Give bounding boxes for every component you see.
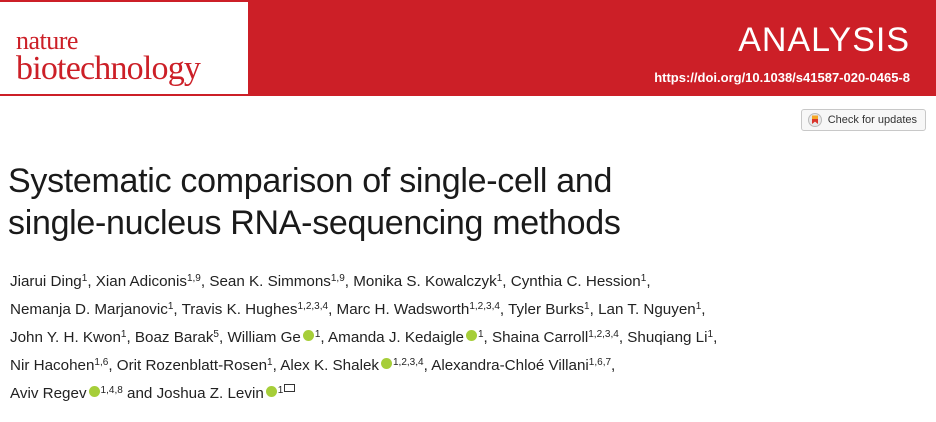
title-line-1: Systematic comparison of single-cell and <box>8 162 613 200</box>
author-affiliation: 1 <box>167 301 174 312</box>
author-list: Jiarui Ding1, Xian Adiconis1,9, Sean K. … <box>10 268 926 408</box>
author-name[interactable]: Sean K. Simmons <box>209 273 331 290</box>
author-affiliation: 5 <box>213 329 219 340</box>
author-name[interactable]: Boaz Barak <box>134 329 214 346</box>
author-affiliation: 1,2,3,4 <box>469 301 500 312</box>
orcid-icon[interactable] <box>88 386 100 397</box>
crossmark-icon <box>807 113 822 127</box>
author-affiliation: 1,2,3,4 <box>588 329 619 340</box>
author-separator: , <box>502 273 511 290</box>
orcid-icon[interactable] <box>381 358 392 369</box>
author-name[interactable]: Aviv Regev <box>10 385 87 402</box>
author-name[interactable]: Amanda J. Kedaigle <box>328 329 464 346</box>
author-affiliation: 1 <box>120 329 127 340</box>
author-affiliation: 1,2,3,4 <box>393 357 424 368</box>
author-separator: and <box>122 385 157 402</box>
author-name[interactable]: Shaina Carroll <box>491 329 589 346</box>
author-name[interactable]: Monika S. Kowalczyk <box>353 273 497 290</box>
author-affiliation: 1,2,3,4 <box>297 301 329 312</box>
journal-logo[interactable]: nature biotechnology <box>0 0 248 96</box>
author-affiliation: 1,9 <box>330 273 345 284</box>
author-name[interactable]: Xian Adiconis <box>95 273 187 290</box>
email-icon[interactable] <box>284 384 296 392</box>
author-affiliation: 1,4,8 <box>100 385 123 396</box>
author-separator: , <box>328 301 337 318</box>
doi-link[interactable]: https://doi.org/10.1038/s41587-020-0465-… <box>654 70 910 85</box>
author-affiliation: 1 <box>496 273 503 284</box>
author-separator: , <box>344 273 354 290</box>
header-band: ANALYSIS https://doi.org/10.1038/s41587-… <box>248 0 936 96</box>
author-affiliation: 1,6 <box>94 357 109 368</box>
author-name[interactable]: Jiarui Ding <box>10 273 82 290</box>
title-line-2: single-nucleus RNA-sequencing methods <box>8 204 621 242</box>
author-separator: , <box>499 301 509 318</box>
check-for-updates-label: Check for updates <box>827 114 917 126</box>
check-for-updates-button[interactable]: Check for updates <box>800 109 926 131</box>
author-separator: , <box>320 329 329 346</box>
article-title: Systematic comparison of single-cell and… <box>8 160 908 244</box>
author-separator: , <box>646 273 651 290</box>
author-separator: , <box>108 357 117 374</box>
logo-text-biotechnology: biotechnology <box>16 50 201 87</box>
author-affiliation: 1,9 <box>186 273 201 284</box>
author-separator: , <box>611 357 616 374</box>
author-line: Jiarui Ding1, Xian Adiconis1,9, Sean K. … <box>10 268 926 296</box>
author-separator: , <box>423 357 432 374</box>
author-name[interactable]: Lan T. Nguyen <box>598 301 696 318</box>
author-name[interactable]: William Ge <box>227 329 301 346</box>
author-affiliation: 1 <box>277 385 284 396</box>
author-separator: , <box>218 329 228 346</box>
author-separator: , <box>272 357 281 374</box>
author-line: John Y. H. Kwon1, Boaz Barak5, William G… <box>10 324 926 352</box>
orcid-icon[interactable] <box>265 386 277 397</box>
author-affiliation: 1 <box>707 329 714 340</box>
author-name[interactable]: Tyler Burks <box>508 301 585 318</box>
author-separator: , <box>483 329 492 346</box>
author-separator: , <box>200 273 210 290</box>
author-separator: , <box>701 301 706 318</box>
author-affiliation: 1 <box>477 329 484 340</box>
author-separator: , <box>87 273 96 290</box>
author-name[interactable]: John Y. H. Kwon <box>10 329 121 346</box>
author-name[interactable]: Nemanja D. Marjanovic <box>10 301 168 318</box>
orcid-icon[interactable] <box>465 330 477 341</box>
author-separator: , <box>618 329 628 346</box>
author-name[interactable]: Orit Rozenblatt-Rosen <box>116 357 268 374</box>
logo-text-nature: nature <box>16 26 78 55</box>
author-name[interactable]: Nir Hacohen <box>10 357 95 374</box>
author-affiliation: 1 <box>81 273 88 284</box>
author-affiliation: 1 <box>267 357 273 368</box>
orcid-icon[interactable] <box>302 330 314 341</box>
author-name[interactable]: Marc H. Wadsworth <box>336 301 470 318</box>
author-separator: , <box>126 329 135 346</box>
author-affiliation: 1 <box>640 273 647 284</box>
author-affiliation: 1,6,7 <box>588 357 612 368</box>
author-line: Aviv Regev 1,4,8 and Joshua Z. Levin 1 <box>10 380 926 408</box>
author-name[interactable]: Alexandra-Chloé Villani <box>431 357 589 374</box>
author-line: Nir Hacohen1,6, Orit Rozenblatt-Rosen1, … <box>10 352 926 380</box>
author-affiliation: 1 <box>695 301 702 312</box>
author-name[interactable]: Travis K. Hughes <box>181 301 298 318</box>
author-separator: , <box>589 301 599 318</box>
article-type: ANALYSIS <box>738 21 910 59</box>
author-name[interactable]: Shuqiang Li <box>627 329 708 346</box>
author-separator: , <box>173 301 182 318</box>
author-name[interactable]: Joshua Z. Levin <box>156 385 264 402</box>
journal-header: nature biotechnology ANALYSIS https://do… <box>0 0 936 96</box>
author-affiliation: 1 <box>584 301 590 312</box>
author-separator: , <box>713 329 718 346</box>
author-line: Nemanja D. Marjanovic1, Travis K. Hughes… <box>10 296 926 324</box>
author-name[interactable]: Cynthia C. Hession <box>510 273 641 290</box>
author-name[interactable]: Alex K. Shalek <box>280 357 379 374</box>
author-affiliation: 1 <box>314 329 321 340</box>
